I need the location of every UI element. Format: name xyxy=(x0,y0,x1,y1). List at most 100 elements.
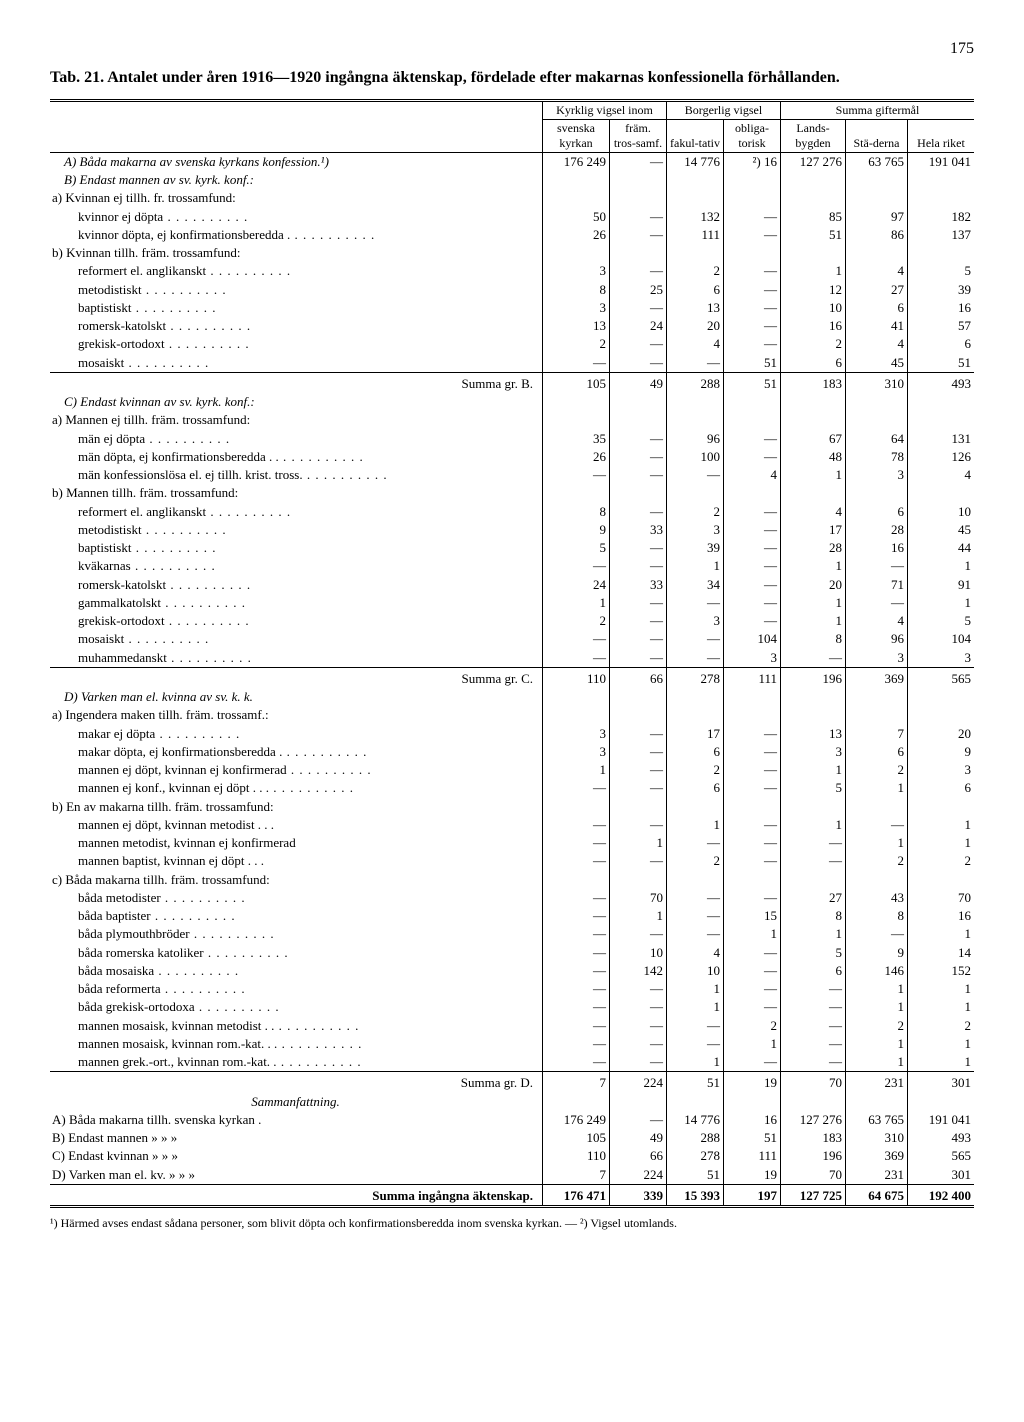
cell: 3 xyxy=(543,725,610,743)
cell: 176 249 xyxy=(543,1111,610,1129)
cell: — xyxy=(610,1053,667,1072)
row-label: C) Endast kvinnan » » » xyxy=(50,1147,543,1165)
cell: 288 xyxy=(667,372,724,393)
cell: — xyxy=(610,725,667,743)
cell: 1 xyxy=(908,594,975,612)
cell: 1 xyxy=(610,834,667,852)
cell: — xyxy=(846,594,908,612)
cell: 6 xyxy=(846,299,908,317)
cell: — xyxy=(610,208,667,226)
cell: — xyxy=(667,925,724,943)
cell: 191 041 xyxy=(908,1111,975,1129)
cell: 86 xyxy=(846,226,908,244)
cell: 91 xyxy=(908,576,975,594)
cell: 565 xyxy=(908,667,975,688)
cell: 2 xyxy=(846,1017,908,1035)
row-label: Sammanfattning. xyxy=(50,1093,543,1111)
cell: ²) 16 xyxy=(724,152,781,171)
cell: 28 xyxy=(846,521,908,539)
footnote: ¹) Härmed avses endast sådana personer, … xyxy=(50,1216,974,1232)
cell: 1 xyxy=(846,779,908,797)
cell: — xyxy=(543,354,610,373)
cell: 1 xyxy=(846,980,908,998)
cell: — xyxy=(610,743,667,761)
cell: 1 xyxy=(908,998,975,1016)
cell: 192 400 xyxy=(908,1184,975,1206)
cell: 1 xyxy=(908,980,975,998)
cell: — xyxy=(610,630,667,648)
cell: — xyxy=(724,594,781,612)
cell: — xyxy=(724,852,781,870)
row-label: mannen metodist, kvinnan ej konfirmerad xyxy=(50,834,543,852)
cell: 6 xyxy=(667,281,724,299)
cell: 96 xyxy=(667,430,724,448)
cell: 127 276 xyxy=(781,152,846,171)
row-label: A) Båda makarna av svenska kyrkans konfe… xyxy=(50,152,543,171)
cell: — xyxy=(543,925,610,943)
row-label: a) Kvinnan ej tillh. fr. trossamfund: xyxy=(50,189,543,207)
cell: — xyxy=(667,889,724,907)
cell: 1 xyxy=(724,925,781,943)
row-label: grekisk-ortodoxt xyxy=(50,335,543,353)
cell: 44 xyxy=(908,539,975,557)
cell: 49 xyxy=(610,372,667,393)
cell: — xyxy=(543,1035,610,1053)
cell: 310 xyxy=(846,1129,908,1147)
cell: — xyxy=(543,962,610,980)
cell: 16 xyxy=(781,317,846,335)
cell: 4 xyxy=(667,335,724,353)
cell: 131 xyxy=(908,430,975,448)
cell: 127 725 xyxy=(781,1184,846,1206)
row-label: metodistiskt xyxy=(50,281,543,299)
cell: 51 xyxy=(781,226,846,244)
cell: — xyxy=(667,834,724,852)
cell: 85 xyxy=(781,208,846,226)
cell: — xyxy=(543,834,610,852)
cell: 146 xyxy=(846,962,908,980)
cell: 6 xyxy=(846,743,908,761)
cell: 5 xyxy=(781,944,846,962)
cell: 176 249 xyxy=(543,152,610,171)
cell: 50 xyxy=(543,208,610,226)
cell: 4 xyxy=(724,466,781,484)
cell: 369 xyxy=(846,1147,908,1165)
row-label: mannen ej döpt, kvinnan metodist . . . xyxy=(50,816,543,834)
cell: — xyxy=(610,980,667,998)
row-label: b) En av makarna tillh. främ. trossamfun… xyxy=(50,798,543,816)
cell: — xyxy=(543,1017,610,1035)
cell: 24 xyxy=(610,317,667,335)
cell: 9 xyxy=(846,944,908,962)
cell: 565 xyxy=(908,1147,975,1165)
cell: 1 xyxy=(667,816,724,834)
cell: 7 xyxy=(543,1166,610,1185)
cell: 105 xyxy=(543,372,610,393)
cell: 70 xyxy=(908,889,975,907)
cell: 20 xyxy=(667,317,724,335)
cell: — xyxy=(667,1035,724,1053)
row-label: båda mosaiska xyxy=(50,962,543,980)
row-label: Summa gr. D. xyxy=(50,1072,543,1093)
row-label: mannen mosaisk, kvinnan rom.-kat. . . xyxy=(50,1035,543,1053)
cell: 224 xyxy=(610,1072,667,1093)
cell: 1 xyxy=(781,925,846,943)
cell: 12 xyxy=(781,281,846,299)
cell: 8 xyxy=(781,630,846,648)
cell: 1 xyxy=(667,998,724,1016)
cell: 5 xyxy=(908,612,975,630)
cell: 16 xyxy=(724,1111,781,1129)
cell: 339 xyxy=(610,1184,667,1206)
hdr-summa: Summa giftermål xyxy=(781,100,975,119)
cell: 1 xyxy=(610,907,667,925)
cell: — xyxy=(846,816,908,834)
cell: 104 xyxy=(908,630,975,648)
cell: — xyxy=(724,980,781,998)
cell: 64 675 xyxy=(846,1184,908,1206)
cell: 17 xyxy=(667,725,724,743)
cell: 3 xyxy=(667,612,724,630)
row-label: kvinnor ej döpta xyxy=(50,208,543,226)
row-label: mannen mosaisk, kvinnan metodist . . xyxy=(50,1017,543,1035)
cell: 1 xyxy=(724,1035,781,1053)
cell: 137 xyxy=(908,226,975,244)
cell: 7 xyxy=(846,725,908,743)
cell: 196 xyxy=(781,667,846,688)
